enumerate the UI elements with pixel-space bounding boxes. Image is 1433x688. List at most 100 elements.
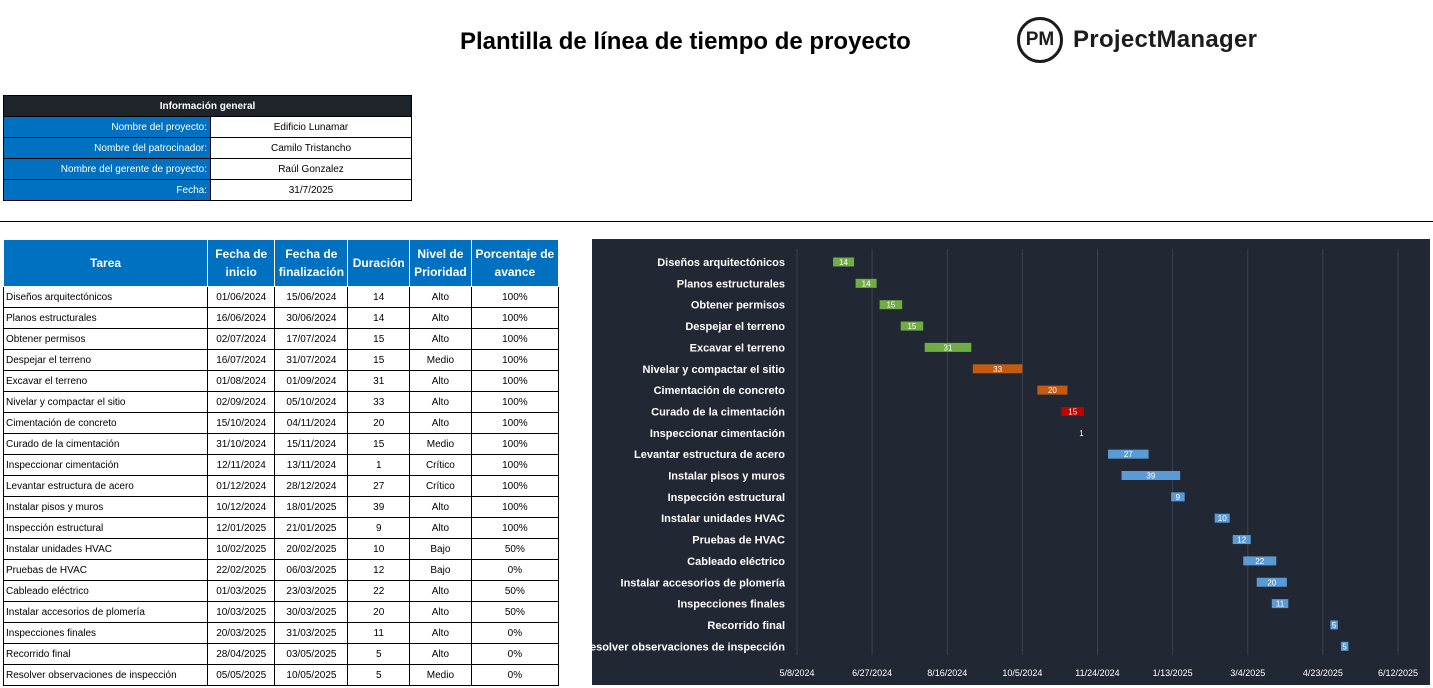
task-priority[interactable]: Alto [409, 580, 472, 602]
task-priority[interactable]: Alto [409, 328, 472, 350]
task-duration[interactable]: 10 [347, 538, 411, 560]
task-priority[interactable]: Alto [409, 307, 472, 329]
task-duration[interactable]: 15 [347, 349, 411, 371]
task-duration[interactable]: 15 [347, 433, 411, 455]
task-progress[interactable]: 100% [470, 412, 560, 434]
task-progress[interactable]: 100% [470, 475, 560, 497]
task-end[interactable]: 21/01/2025 [274, 517, 349, 539]
task-progress[interactable]: 100% [470, 391, 560, 413]
task-start[interactable]: 01/06/2024 [207, 286, 276, 308]
date-value[interactable]: 31/7/2025 [210, 179, 412, 201]
task-duration[interactable]: 20 [347, 601, 411, 623]
task-progress[interactable]: 100% [470, 328, 560, 350]
task-start[interactable]: 01/12/2024 [207, 475, 276, 497]
task-progress[interactable]: 100% [470, 454, 560, 476]
task-start[interactable]: 28/04/2025 [207, 643, 276, 665]
task-duration[interactable]: 14 [347, 307, 411, 329]
task-progress[interactable]: 100% [470, 370, 560, 392]
task-start[interactable]: 15/10/2024 [207, 412, 276, 434]
task-progress[interactable]: 100% [470, 307, 560, 329]
task-duration[interactable]: 22 [347, 580, 411, 602]
task-priority[interactable]: Bajo [409, 559, 472, 581]
task-end[interactable]: 06/03/2025 [274, 559, 349, 581]
task-name[interactable]: Planos estructurales [2, 307, 209, 329]
manager-name-value[interactable]: Raúl Gonzalez [210, 158, 412, 180]
task-end[interactable]: 01/09/2024 [274, 370, 349, 392]
task-progress[interactable]: 50% [470, 538, 560, 560]
task-end[interactable]: 04/11/2024 [274, 412, 349, 434]
task-priority[interactable]: Crítico [409, 454, 472, 476]
task-priority[interactable]: Bajo [409, 538, 472, 560]
task-name[interactable]: Curado de la cimentación [2, 433, 209, 455]
task-end[interactable]: 10/05/2025 [274, 664, 349, 686]
task-duration[interactable]: 12 [347, 559, 411, 581]
task-duration[interactable]: 11 [347, 622, 411, 644]
task-priority[interactable]: Alto [409, 643, 472, 665]
task-priority[interactable]: Crítico [409, 475, 472, 497]
task-end[interactable]: 23/03/2025 [274, 580, 349, 602]
task-name[interactable]: Inspecciones finales [2, 622, 209, 644]
task-end[interactable]: 15/11/2024 [274, 433, 349, 455]
task-end[interactable]: 20/02/2025 [274, 538, 349, 560]
task-name[interactable]: Instalar accesorios de plomería [2, 601, 209, 623]
task-name[interactable]: Instalar unidades HVAC [2, 538, 209, 560]
task-start[interactable]: 12/01/2025 [207, 517, 276, 539]
task-priority[interactable]: Alto [409, 517, 472, 539]
task-start[interactable]: 10/02/2025 [207, 538, 276, 560]
task-start[interactable]: 10/12/2024 [207, 496, 276, 518]
task-name[interactable]: Resolver observaciones de inspección [2, 664, 209, 686]
task-name[interactable]: Excavar el terreno [2, 370, 209, 392]
task-duration[interactable]: 39 [347, 496, 411, 518]
task-start[interactable]: 02/07/2024 [207, 328, 276, 350]
task-name[interactable]: Cimentación de concreto [2, 412, 209, 434]
task-name[interactable]: Instalar pisos y muros [2, 496, 209, 518]
task-progress[interactable]: 50% [470, 580, 560, 602]
task-start[interactable]: 12/11/2024 [207, 454, 276, 476]
task-progress[interactable]: 100% [470, 496, 560, 518]
task-end[interactable]: 31/07/2024 [274, 349, 349, 371]
task-progress[interactable]: 0% [470, 643, 560, 665]
task-end[interactable]: 30/03/2025 [274, 601, 349, 623]
task-end[interactable]: 03/05/2025 [274, 643, 349, 665]
task-start[interactable]: 01/03/2025 [207, 580, 276, 602]
task-end[interactable]: 18/01/2025 [274, 496, 349, 518]
task-priority[interactable]: Alto [409, 286, 472, 308]
task-name[interactable]: Diseños arquitectónicos [2, 286, 209, 308]
task-progress[interactable]: 100% [470, 349, 560, 371]
task-priority[interactable]: Alto [409, 601, 472, 623]
task-progress[interactable]: 100% [470, 286, 560, 308]
task-progress[interactable]: 0% [470, 664, 560, 686]
task-duration[interactable]: 20 [347, 412, 411, 434]
task-duration[interactable]: 27 [347, 475, 411, 497]
task-priority[interactable]: Alto [409, 370, 472, 392]
task-duration[interactable]: 9 [347, 517, 411, 539]
task-priority[interactable]: Alto [409, 496, 472, 518]
task-end[interactable]: 31/03/2025 [274, 622, 349, 644]
task-start[interactable]: 16/06/2024 [207, 307, 276, 329]
task-duration[interactable]: 14 [347, 286, 411, 308]
task-start[interactable]: 20/03/2025 [207, 622, 276, 644]
task-priority[interactable]: Alto [409, 622, 472, 644]
task-name[interactable]: Inspección estructural [2, 517, 209, 539]
task-end[interactable]: 15/06/2024 [274, 286, 349, 308]
task-name[interactable]: Recorrido final [2, 643, 209, 665]
task-name[interactable]: Levantar estructura de acero [2, 475, 209, 497]
task-duration[interactable]: 15 [347, 328, 411, 350]
task-progress[interactable]: 100% [470, 433, 560, 455]
task-name[interactable]: Nivelar y compactar el sitio [2, 391, 209, 413]
task-name[interactable]: Pruebas de HVAC [2, 559, 209, 581]
task-priority[interactable]: Alto [409, 391, 472, 413]
task-start[interactable]: 02/09/2024 [207, 391, 276, 413]
task-duration[interactable]: 1 [347, 454, 411, 476]
task-end[interactable]: 30/06/2024 [274, 307, 349, 329]
project-name-value[interactable]: Edificio Lunamar [210, 116, 412, 138]
task-end[interactable]: 17/07/2024 [274, 328, 349, 350]
task-duration[interactable]: 5 [347, 664, 411, 686]
task-name[interactable]: Cableado eléctrico [2, 580, 209, 602]
task-start[interactable]: 01/08/2024 [207, 370, 276, 392]
task-end[interactable]: 28/12/2024 [274, 475, 349, 497]
task-name[interactable]: Despejar el terreno [2, 349, 209, 371]
task-end[interactable]: 05/10/2024 [274, 391, 349, 413]
sponsor-name-value[interactable]: Camilo Tristancho [210, 137, 412, 159]
task-progress[interactable]: 50% [470, 601, 560, 623]
